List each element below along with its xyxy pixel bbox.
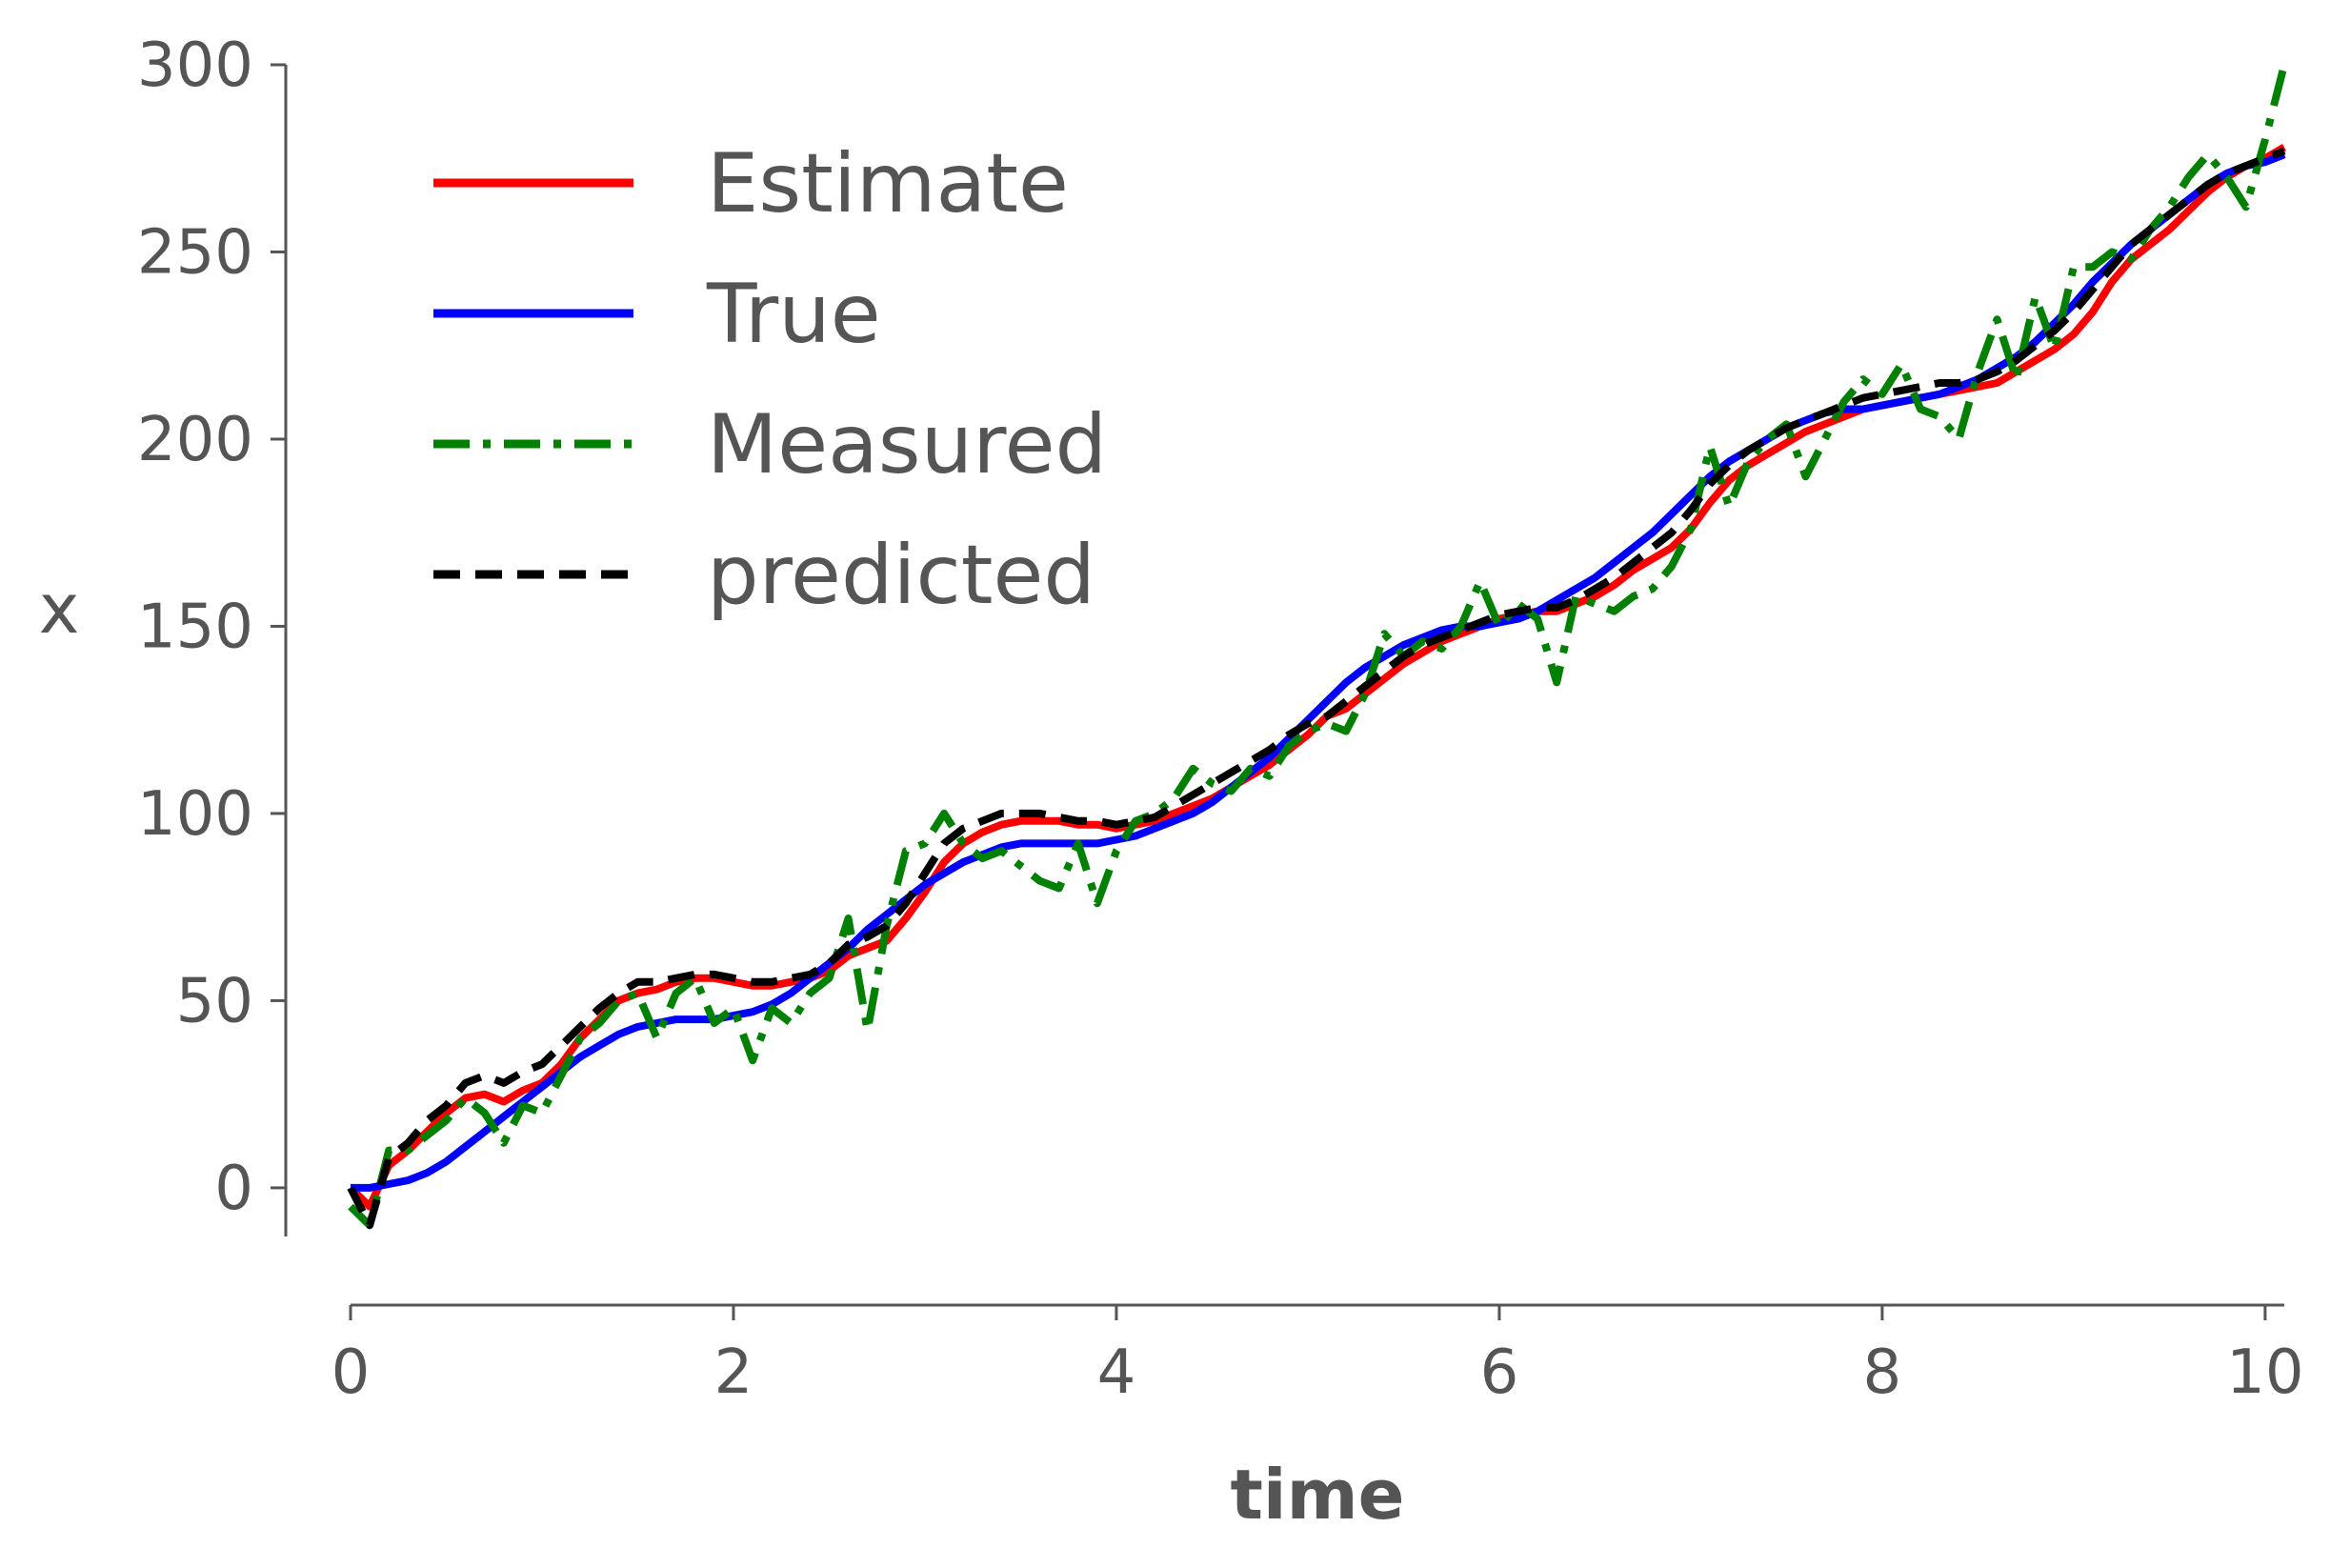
legend: Estimate True Measured predicted bbox=[433, 136, 1107, 623]
x-tick-label: 2 bbox=[714, 1337, 753, 1408]
x-tick-label: 4 bbox=[1097, 1337, 1136, 1408]
y-tick-label: 250 bbox=[137, 217, 253, 288]
y-axis-title: x bbox=[39, 569, 80, 649]
x-axis-title: time bbox=[1231, 1455, 1405, 1535]
series-line-true bbox=[351, 151, 2286, 1192]
y-tick-label: 50 bbox=[176, 966, 253, 1036]
x-tick-label: 8 bbox=[1863, 1337, 1902, 1408]
legend-label-measured: Measured bbox=[707, 397, 1107, 493]
series-line-measured bbox=[348, 64, 2288, 1230]
y-tick-label: 0 bbox=[214, 1154, 253, 1224]
x-tick-label: 6 bbox=[1480, 1337, 1519, 1408]
y-tick-label: 150 bbox=[137, 592, 253, 662]
series-line-predicted bbox=[347, 147, 2286, 1230]
axes: 0 50 100 150 200 250 300 0 2 4 6 8 10 bbox=[137, 30, 2304, 1408]
x-tick-label: 0 bbox=[331, 1337, 371, 1408]
series-line-estimate bbox=[348, 144, 2287, 1211]
y-tick-label: 200 bbox=[137, 405, 253, 475]
plot-lines bbox=[347, 64, 2288, 1230]
legend-label-estimate: Estimate bbox=[707, 136, 1069, 231]
legend-label-predicted: predicted bbox=[707, 528, 1095, 623]
y-tick-label: 100 bbox=[137, 779, 253, 850]
y-tick-label: 300 bbox=[137, 30, 253, 101]
legend-label-true: True bbox=[706, 267, 881, 362]
x-tick-label: 10 bbox=[2226, 1337, 2303, 1408]
